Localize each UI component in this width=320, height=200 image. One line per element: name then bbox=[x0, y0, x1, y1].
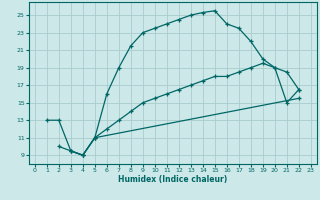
X-axis label: Humidex (Indice chaleur): Humidex (Indice chaleur) bbox=[118, 175, 228, 184]
